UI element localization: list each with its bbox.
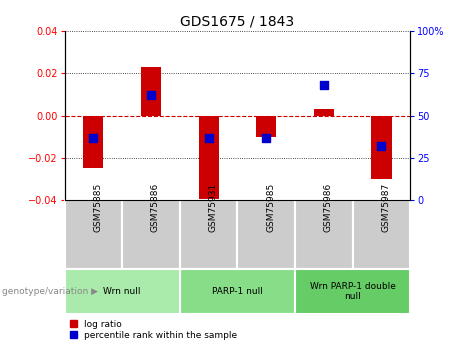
Bar [353,200,410,269]
Text: GSM75985: GSM75985 [266,183,275,231]
Point [378,143,385,149]
Bar [295,269,410,314]
Bar [295,200,353,269]
Bar [180,200,237,269]
Bar [65,200,122,269]
Bar [122,200,180,269]
Point [89,135,97,140]
Text: GSM75987: GSM75987 [382,183,390,231]
Bar [65,269,180,314]
Text: Wrn null: Wrn null [103,287,141,296]
Point [205,135,212,140]
Text: PARP-1 null: PARP-1 null [212,287,263,296]
Text: GSM75885: GSM75885 [93,183,102,231]
Point [320,82,327,88]
Bar [199,116,219,200]
Bar [314,109,334,116]
Text: genotype/variation ▶: genotype/variation ▶ [2,287,98,296]
Bar [372,116,391,179]
Text: GSM75931: GSM75931 [208,183,218,231]
Point [263,135,270,140]
Legend: log ratio, percentile rank within the sample: log ratio, percentile rank within the sa… [69,319,238,341]
Text: Wrn PARP-1 double
null: Wrn PARP-1 double null [310,282,396,301]
Bar [256,116,276,137]
Text: GSM75886: GSM75886 [151,183,160,231]
Bar [180,269,295,314]
Bar [237,200,295,269]
Bar [83,116,103,168]
Bar [141,67,161,116]
Text: GSM75986: GSM75986 [324,183,333,231]
Point [148,92,155,98]
Title: GDS1675 / 1843: GDS1675 / 1843 [180,14,295,29]
